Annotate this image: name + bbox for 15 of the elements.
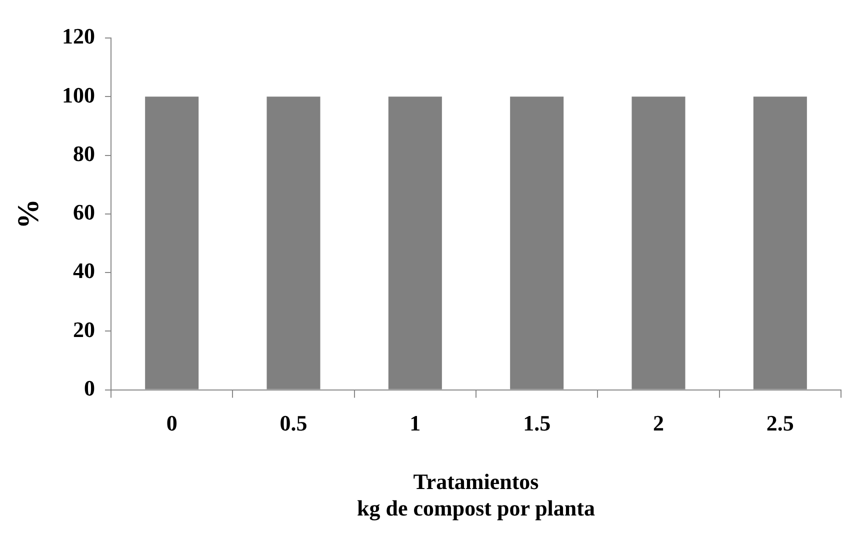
x-tick-label: 2 [653,410,664,436]
y-tick-label: 80 [73,140,95,166]
x-tick-label: 1 [410,410,421,436]
y-tick-label: 0 [84,375,95,400]
y-tick-label: 60 [73,200,95,225]
x-tick-label: 0 [166,410,178,436]
y-tick-label: 100 [62,82,95,108]
y-axis-title: % [12,198,45,229]
x-tick-label: 2.5 [766,410,794,436]
x-tick-label: 1.5 [523,410,551,436]
x-axis-title: Tratamientos kg de compost por planta [357,469,595,520]
y-tick-label: 120 [62,24,95,49]
y-tick-label: 20 [73,316,95,342]
x-tick-label: 0.5 [280,410,308,436]
y-tick-label: 40 [73,258,95,284]
